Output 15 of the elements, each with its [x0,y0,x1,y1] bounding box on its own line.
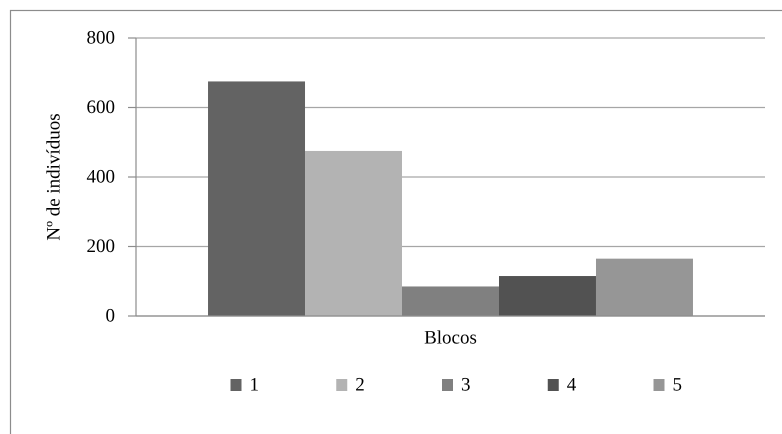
bar [498,276,596,316]
x-tick-label: Blocos [424,328,477,348]
legend-label: 2 [355,374,365,396]
y-tick-label: 800 [86,28,115,48]
y-axis-title: Nº de indivíduos [44,113,64,241]
y-tick-label: 400 [86,166,115,188]
legend-label: 3 [461,374,470,396]
bar [208,81,306,316]
y-tick-label: 200 [86,236,115,257]
y-tick-label: 600 [86,97,115,118]
bar [305,150,402,316]
legend-label: 4 [566,374,577,396]
legend-label: 1 [250,374,259,396]
y-tick-label: 0 [106,306,115,326]
legend-label: 5 [672,374,682,396]
